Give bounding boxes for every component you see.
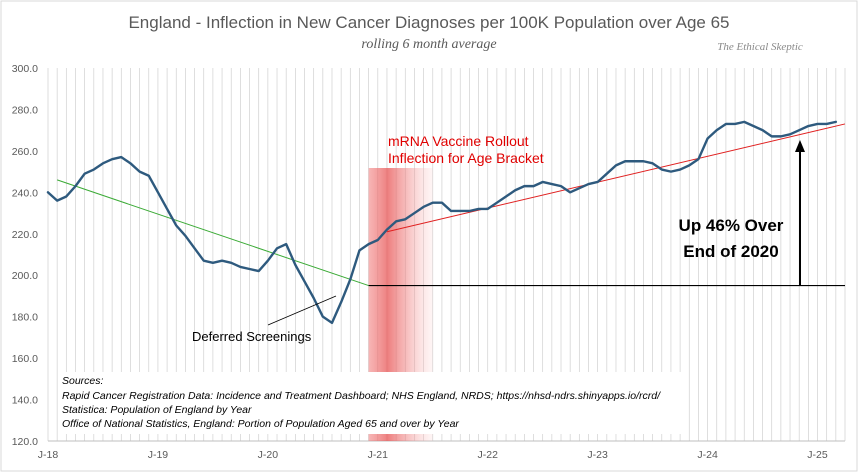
trendline-1 (386, 123, 846, 233)
up-arrow-head (795, 140, 805, 152)
annotation-up-line1: Up 46% Over (679, 216, 784, 235)
y-tick-label: 260.0 (12, 146, 38, 158)
x-tick-label: J-18 (38, 449, 59, 461)
y-tick-label: 180.0 (12, 312, 38, 324)
y-tick-label: 300.0 (12, 63, 38, 75)
x-tick-label: J-20 (258, 449, 279, 461)
x-tick-label: J-25 (807, 449, 828, 461)
y-axis-ticks: 120.0 140.0 160.0 180.0 200.0 220.0 240.0 260.0… (12, 63, 38, 448)
y-tick-label: 280.0 (12, 104, 38, 116)
trendlines (57, 123, 846, 287)
x-tick-label: J-19 (148, 449, 169, 461)
y-tick-label: 240.0 (12, 187, 38, 199)
x-axis-ticks: J-18 J-19 J-20 J-21 J-22 J-23 J-24 J-25 (38, 449, 828, 461)
annotation-rollout-line2: Inflection for Age Bracket (388, 150, 544, 166)
x-tick-label: J-24 (697, 449, 718, 461)
source-line-2: Statistica: Population of England by Yea… (62, 404, 252, 416)
x-tick-label: J-23 (587, 449, 608, 461)
y-tick-label: 220.0 (12, 229, 38, 241)
chart-subtitle: rolling 6 month average (361, 37, 496, 52)
x-tick-label: J-22 (478, 449, 499, 461)
annotations: mRNA Vaccine Rollout Inflection for Age … (192, 133, 805, 344)
series-layer (46, 120, 838, 325)
source-line-1: Rapid Cancer Registration Data: Incidenc… (62, 390, 661, 402)
chart-title: England - Inflection in New Cancer Diagn… (128, 13, 729, 32)
source-line-0: Sources: (62, 375, 104, 387)
source-line-3: Office of National Statistics, England: … (62, 418, 459, 430)
y-tick-label: 160.0 (12, 353, 38, 365)
annotation-rollout-line1: mRNA Vaccine Rollout (388, 133, 529, 149)
y-tick-label: 200.0 (12, 270, 38, 282)
sources-block: Sources: Rapid Cancer Registration Data:… (58, 372, 686, 434)
y-tick-label: 120.0 (12, 436, 38, 448)
x-tick-label: J-21 (368, 449, 389, 461)
deferred-pointer-line (267, 295, 337, 326)
y-tick-label: 140.0 (12, 395, 38, 407)
annotation-deferred: Deferred Screenings (192, 329, 312, 344)
sources-background (58, 372, 686, 434)
annotation-up-line2: End of 2020 (683, 242, 778, 261)
trendline-0 (57, 179, 369, 287)
watermark: The Ethical Skeptic (717, 41, 803, 53)
series-line-0 (46, 120, 838, 325)
